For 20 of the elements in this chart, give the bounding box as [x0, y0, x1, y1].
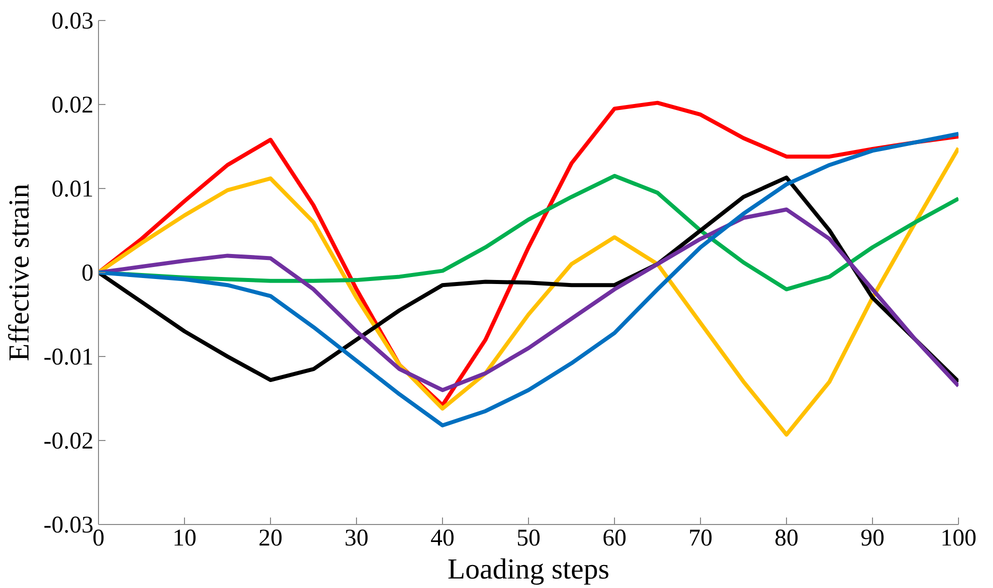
x-axis-title: Loading steps — [448, 554, 610, 586]
x-tick-label: 70 — [688, 526, 712, 552]
y-tick-label: -0.03 — [44, 512, 94, 538]
line-series — [98, 208, 958, 392]
x-tick-label: 10 — [172, 526, 196, 552]
x-tick-label: 60 — [602, 526, 626, 552]
x-tick-label: 40 — [430, 526, 454, 552]
y-tick-label: 0 — [82, 260, 94, 286]
y-tick-label: -0.02 — [44, 428, 94, 454]
x-tick-label: 80 — [774, 526, 798, 552]
y-tick-label: 0.01 — [52, 176, 94, 202]
x-tick-label: 100 — [940, 526, 976, 552]
x-tick-label: 50 — [516, 526, 540, 552]
x-tick-label: 20 — [258, 526, 282, 552]
y-tick-label: 0.02 — [52, 92, 94, 118]
y-tick-label: 0.03 — [52, 8, 94, 34]
y-tick-label: -0.01 — [44, 344, 94, 370]
y-axis-title: Effective strain — [4, 183, 36, 362]
x-tick-label: 90 — [860, 526, 884, 552]
x-tick-label: 30 — [344, 526, 368, 552]
